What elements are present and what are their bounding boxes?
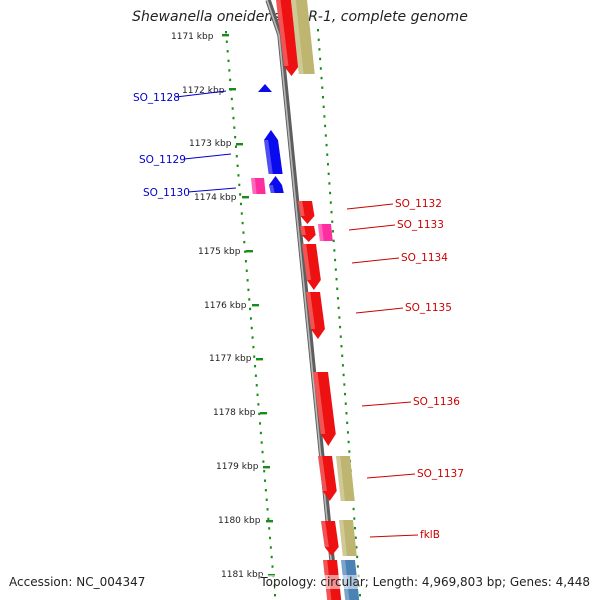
gene-label[interactable]: fklB <box>420 529 440 541</box>
kbp-tick-mark <box>229 88 236 91</box>
gene-arrow <box>258 84 273 92</box>
genome-stats: Topology: circular; Length: 4,969,803 bp… <box>260 575 590 589</box>
kbp-tick-label: 1179 kbp <box>216 462 259 472</box>
genome-backbone <box>265 0 339 600</box>
gene-arrow <box>306 292 325 339</box>
label-leader-line <box>348 224 396 231</box>
label-leader-line <box>187 187 237 193</box>
kbp-tick-mark <box>266 520 273 523</box>
gene-label[interactable]: SO_1132 <box>395 198 442 210</box>
gene-arrow <box>318 456 337 501</box>
gene-arrow <box>300 226 316 242</box>
gene-arrow <box>321 521 339 556</box>
gene-label[interactable]: SO_1136 <box>413 396 460 408</box>
label-leader-line <box>355 307 404 314</box>
gene-arrow <box>251 178 266 194</box>
kbp-tick-label: 1173 kbp <box>189 139 232 149</box>
kbp-tick-label: 1178 kbp <box>213 408 256 418</box>
gene-label[interactable]: SO_1133 <box>397 219 444 231</box>
label-leader-line <box>361 401 412 407</box>
kbp-tick-label: 1172 kbp <box>182 86 225 96</box>
label-leader-line <box>369 534 419 538</box>
label-leader-line <box>183 153 232 160</box>
gene-label[interactable]: SO_1130 <box>143 187 190 199</box>
kbp-tick-label: 1174 kbp <box>194 193 237 203</box>
gene-arrow <box>291 0 315 74</box>
kbp-tick-label: 1180 kbp <box>218 516 261 526</box>
gene-label[interactable]: SO_1128 <box>133 92 180 104</box>
gene-arrow <box>264 130 283 174</box>
gene-arrow <box>269 176 284 193</box>
kbp-tick-label: 1181 kbp <box>221 570 264 580</box>
kbp-tick-mark <box>260 412 267 415</box>
accession-text: Accession: NC_004347 <box>9 575 146 589</box>
gene-label[interactable]: SO_1135 <box>405 302 452 314</box>
label-leader-line <box>175 90 227 98</box>
kbp-tick-label: 1171 kbp <box>171 32 214 42</box>
gene-features <box>251 0 360 600</box>
gene-label[interactable]: SO_1129 <box>139 154 186 166</box>
gene-arrow <box>339 520 357 556</box>
kbp-tick-mark <box>252 304 259 307</box>
backbone-highlight <box>266 0 336 600</box>
backbone-line <box>265 0 339 600</box>
gene-labels: SO_1128 SO_1129 SO_1130 SO_1132 SO_1133 SO_11… <box>133 90 464 541</box>
gene-arrow <box>298 201 315 224</box>
kbp-tick-label: 1177 kbp <box>209 354 252 364</box>
kbp-tick-labels: 1171 kbp 1172 kbp 1173 kbp 1174 kbp 1175 kbp… <box>171 32 275 580</box>
gene-label[interactable]: SO_1137 <box>417 468 464 480</box>
gene-arrow <box>302 244 321 290</box>
kbp-tick-label: 1175 kbp <box>198 247 241 257</box>
kbp-tick-mark <box>256 358 263 361</box>
position-rulers <box>225 29 361 597</box>
kbp-tick-mark <box>222 34 229 37</box>
left-ruler-dots <box>225 31 276 597</box>
kbp-tick-mark <box>242 196 249 199</box>
gene-arrow <box>336 456 355 501</box>
label-leader-line <box>346 203 394 210</box>
kbp-tick-mark <box>246 250 253 253</box>
kbp-tick-mark <box>263 466 270 469</box>
label-leader-line <box>366 473 416 479</box>
gene-arrow <box>313 372 336 446</box>
gene-label[interactable]: SO_1134 <box>401 252 448 264</box>
kbp-tick-mark <box>236 143 243 146</box>
label-leader-line <box>351 257 400 264</box>
kbp-tick-label: 1176 kbp <box>204 301 247 311</box>
right-ruler-dots <box>317 29 361 597</box>
gene-arrow <box>318 224 333 241</box>
